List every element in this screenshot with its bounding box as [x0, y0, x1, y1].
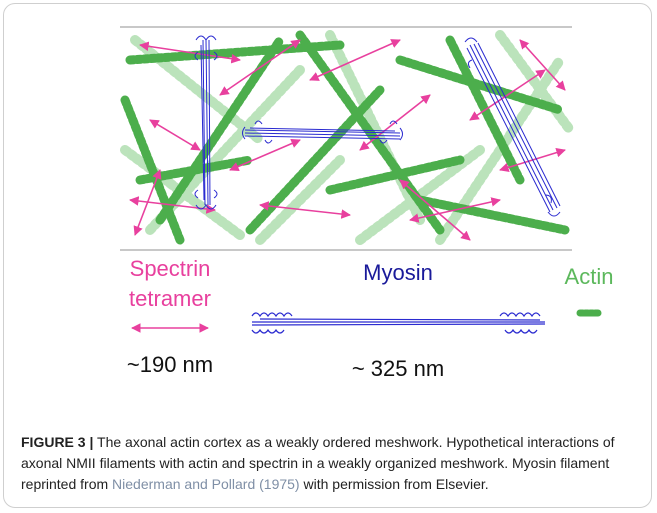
myosin-sample-part	[252, 319, 545, 325]
illustration: Spectrin tetramer ~190 nm Myosin ~ 325 n…	[0, 0, 657, 420]
myosin-length: ~ 325 nm	[352, 356, 444, 381]
spectrin-label: Spectrin	[130, 256, 211, 281]
caption-text: with permission from Elsevier.	[304, 476, 489, 492]
spectrin-length: ~190 nm	[127, 352, 213, 377]
citation-link[interactable]: Niederman and Pollard (1975)	[112, 476, 300, 492]
myosin-sample-part	[252, 313, 540, 333]
myosin-sample	[252, 313, 545, 333]
spectrin-label: tetramer	[129, 286, 211, 311]
caption: FIGURE 3 | The axonal actin cortex as a …	[21, 432, 639, 495]
body: {"figure": { "legend": { "spectrin_label…	[0, 0, 657, 513]
page: html, body { margin: 0; padding: 0; widt…	[0, 0, 657, 513]
spectrin-part	[150, 120, 200, 150]
spectrin-part	[230, 140, 300, 170]
caption-label: FIGURE 3 |	[21, 434, 93, 450]
actin-label: Actin	[565, 264, 614, 289]
caption-title: The axonal actin cortex as a weakly orde…	[97, 434, 443, 450]
myosin-label: Myosin	[363, 260, 433, 285]
actin-part	[250, 90, 380, 230]
